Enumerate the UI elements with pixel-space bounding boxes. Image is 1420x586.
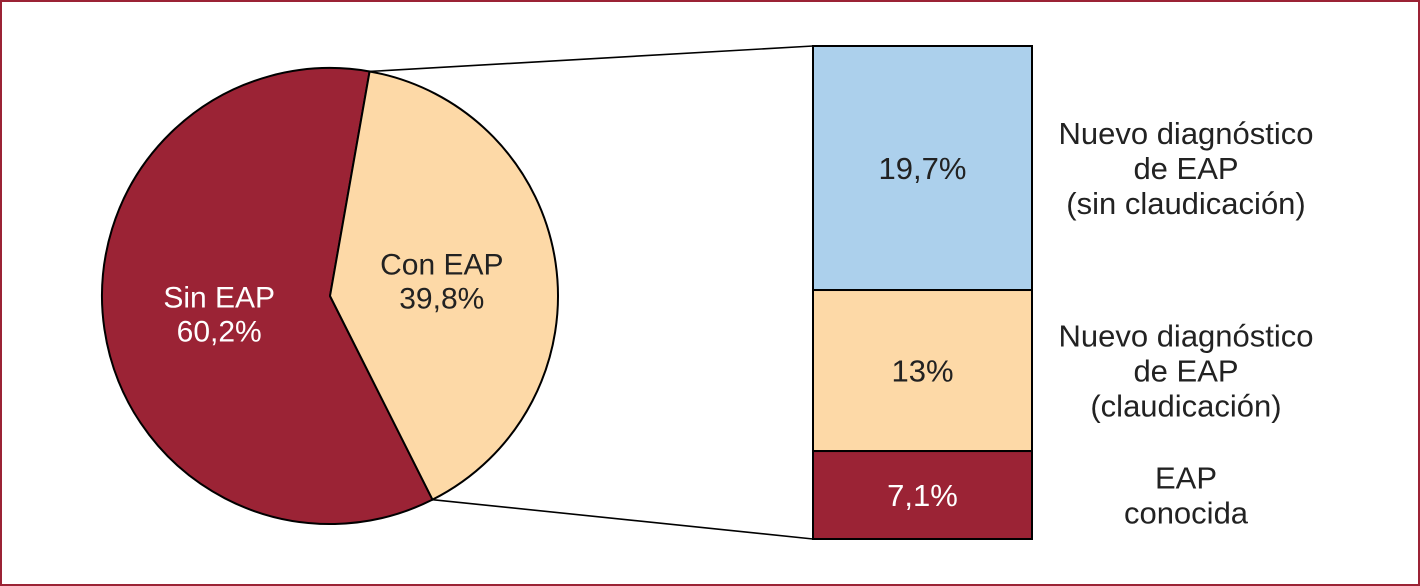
pie-slice-con-eap (328, 70, 559, 501)
bar-label-nuevo-diagnostico-de-eap-claudicacion-line-3: (claudicación) (1090, 389, 1281, 424)
bar-value-eap-conocida: 7,1% (887, 478, 958, 513)
bar-segment-nuevo-diagnostico-de-eap-sin-claudicacion (812, 45, 1033, 292)
bar-segment-eap-conocida (812, 450, 1033, 540)
bar-label-nuevo-diagnostico-de-eap-sin-claudicacion-line-2: de EAP (1133, 151, 1238, 186)
pie-value-con-eap: 39,8% (399, 283, 484, 316)
connector-line-top (369, 45, 814, 73)
bar-label-eap-conocida-line-2: conocida (1124, 496, 1249, 531)
bar-label-nuevo-diagnostico-de-eap-claudicacion-line-2: de EAP (1133, 354, 1238, 389)
bar-label-eap-conocida-line-1: EAP (1155, 461, 1217, 496)
bar-value-nuevo-diagnostico-de-eap-sin-claudicacion: 19,7% (879, 151, 967, 186)
pie-value-sin-eap: 60,2% (177, 315, 262, 348)
pie-label-sin-eap: Sin EAP (163, 281, 275, 314)
bar-label-nuevo-diagnostico-de-eap-claudicacion-line-1: Nuevo diagnóstico (1058, 319, 1313, 354)
bar-value-nuevo-diagnostico-de-eap-claudicacion: 13% (891, 354, 953, 389)
bar-label-nuevo-diagnostico-de-eap-sin-claudicacion-line-3: (sin claudicación) (1066, 186, 1306, 221)
bar-label-nuevo-diagnostico-de-eap-sin-claudicacion-line-1: Nuevo diagnóstico (1058, 116, 1313, 151)
pie-label-con-eap: Con EAP (380, 249, 503, 282)
connector-line-bottom (432, 498, 814, 540)
